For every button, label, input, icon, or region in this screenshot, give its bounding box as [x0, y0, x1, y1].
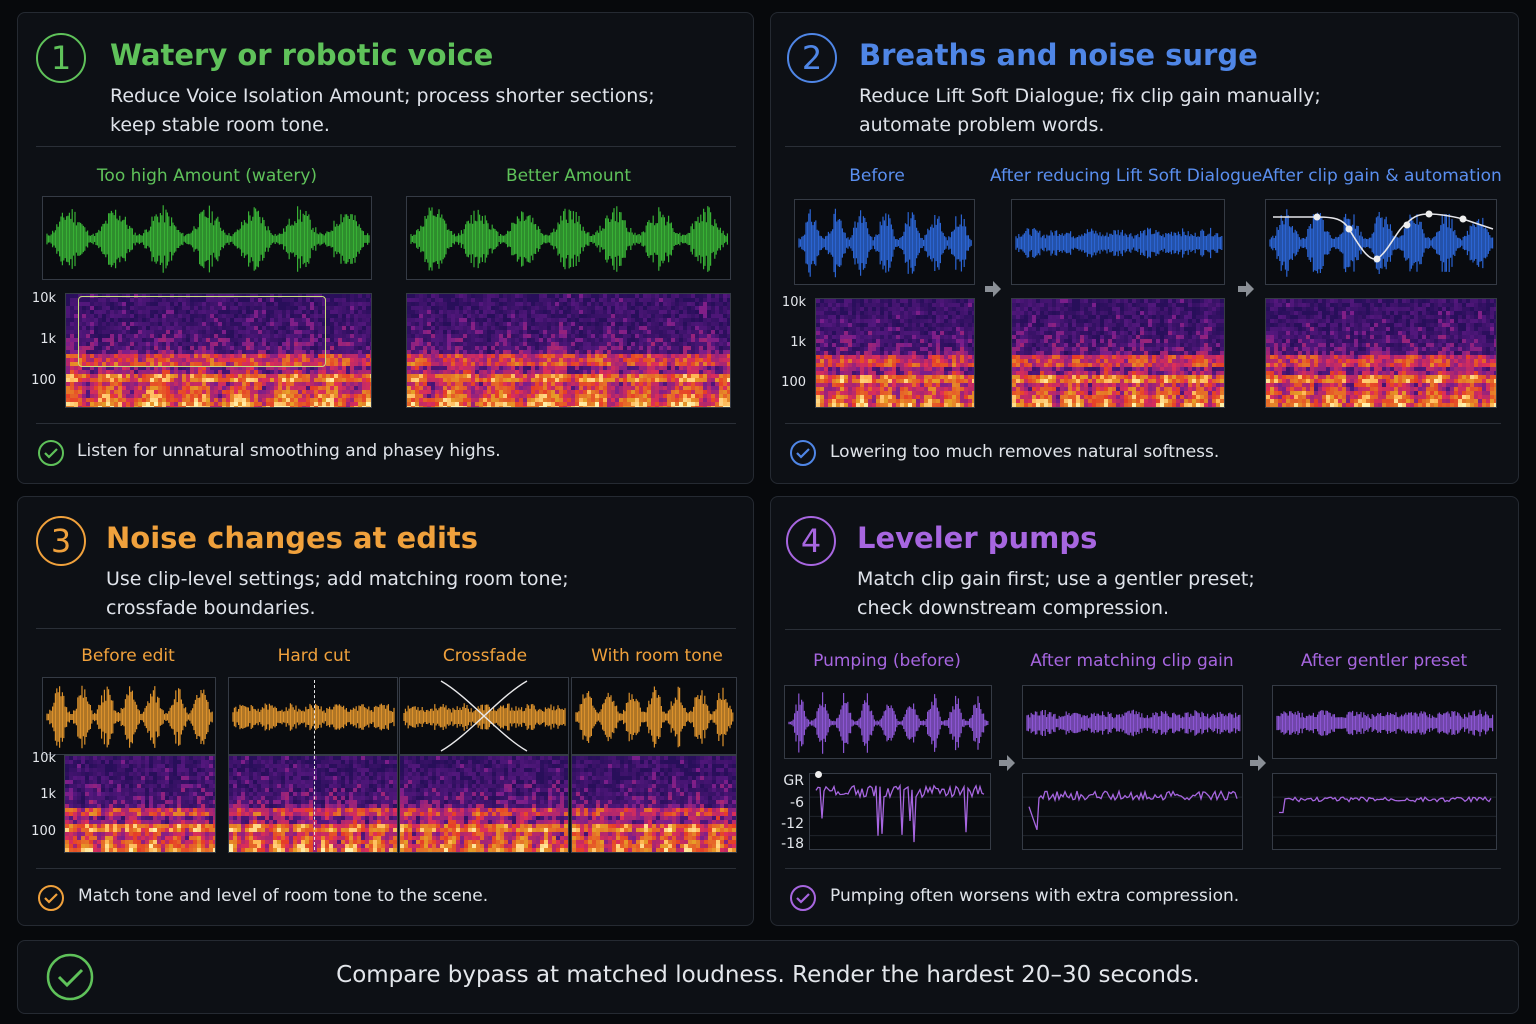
arrow-right-icon [1250, 755, 1266, 771]
panel-4-label-gentler: After gentler preset [1300, 651, 1468, 671]
gain-reduction-gentler [1272, 773, 1497, 850]
waveform-after-lift [1011, 199, 1225, 285]
check-icon [38, 440, 64, 466]
panel-1-number: 1 [36, 33, 86, 83]
panel-1-divider [36, 146, 736, 147]
gain-reduction-matching [1022, 773, 1243, 850]
automation-curve [1273, 210, 1494, 263]
crossfade-curves [440, 680, 528, 752]
panel-3-desc-line-2: crossfade boundaries. [106, 597, 316, 619]
check-icon [38, 885, 64, 911]
spectrogram-too-high [65, 293, 372, 408]
gr-label-18: -18 [781, 836, 804, 852]
footer-banner [17, 940, 1519, 1014]
arrow-right-icon [999, 755, 1015, 771]
spectrogram-better [406, 293, 731, 408]
panel-1-divider-bottom [36, 423, 736, 424]
panel-2-desc-line-1: Reduce Lift Soft Dialogue; fix clip gain… [859, 85, 1321, 107]
panel-4-description: Match clip gain first; use a gentler pre… [857, 565, 1255, 623]
panel-2-number: 2 [787, 33, 837, 83]
spectrogram-before [815, 298, 975, 408]
panel-2-title: Breaths and noise surge [859, 38, 1258, 72]
gr-label-12: -12 [781, 816, 804, 832]
check-icon [790, 440, 816, 466]
panel-2-label-after-lift: After reducing Lift Soft Dialogue [990, 166, 1263, 186]
spectrogram-after-lift [1011, 298, 1225, 408]
waveform-before [794, 199, 975, 285]
spectrogram-crossfade [399, 755, 569, 853]
spectrogram-before-edit [64, 755, 216, 853]
panel-2-divider [785, 146, 1501, 147]
footer-text: Compare bypass at matched loudness. Rend… [336, 962, 1200, 988]
panel-3-label-hard-cut: Hard cut [277, 646, 351, 666]
panel-3-desc-line-1: Use clip-level settings; add matching ro… [106, 568, 569, 590]
panel-4-desc-line-1: Match clip gain first; use a gentler pre… [857, 568, 1255, 590]
panel-3-tip: Match tone and level of room tone to the… [78, 886, 489, 906]
panel-2-tip: Lowering too much removes natural softne… [830, 442, 1220, 462]
panel-1-desc-line-2: keep stable room tone. [110, 114, 330, 136]
waveform-matching [1022, 685, 1243, 759]
freq-label-1k: 1k [790, 335, 806, 350]
waveform-gentler [1272, 685, 1497, 759]
gr-label: GR [783, 773, 804, 789]
waveform-pumping [784, 685, 992, 759]
panel-4-divider-bottom [785, 868, 1501, 869]
panel-1-tip: Listen for unnatural smoothing and phase… [77, 441, 501, 461]
panel-4-number: 4 [786, 516, 836, 566]
panel-1-label-too-high: Too high Amount (watery) [96, 166, 318, 186]
waveform-after-clip [1265, 199, 1497, 285]
panel-3-number: 3 [36, 516, 86, 566]
panel-4-title: Leveler pumps [857, 521, 1098, 555]
gain-reduction-pumping [809, 773, 991, 850]
panel-4-tip: Pumping often worsens with extra compres… [830, 886, 1240, 906]
spectrogram-after-clip [1265, 298, 1497, 408]
panel-4-divider [785, 629, 1501, 630]
waveform-too-high [42, 196, 372, 280]
panel-2-divider-bottom [785, 423, 1501, 424]
arrow-right-icon [1238, 281, 1254, 297]
freq-label-10k: 10k [781, 295, 806, 310]
gr-label-6: -6 [790, 795, 804, 811]
panel-3-description: Use clip-level settings; add matching ro… [106, 565, 569, 623]
panel-3-divider-bottom [36, 868, 736, 869]
panel-3-title: Noise changes at edits [106, 521, 479, 555]
panel-2-description: Reduce Lift Soft Dialogue; fix clip gain… [859, 82, 1321, 140]
freq-label-100: 100 [781, 375, 806, 390]
freq-label-10k: 10k [31, 751, 56, 766]
waveform-before-edit [42, 677, 216, 755]
panel-2-label-after-clip: After clip gain & automation [1262, 166, 1502, 186]
panel-4-label-matching: After matching clip gain [1030, 651, 1234, 671]
check-icon [790, 885, 816, 911]
panel-2-label-before: Before [849, 166, 905, 186]
spectrogram-hard-cut [228, 755, 398, 853]
freq-label-1k: 1k [40, 332, 56, 347]
waveform-hard-cut [228, 677, 398, 755]
panel-1-description: Reduce Voice Isolation Amount; process s… [110, 82, 655, 140]
spectrogram-room-tone [571, 755, 737, 853]
panel-1-title: Watery or robotic voice [110, 38, 494, 72]
waveform-room-tone [571, 677, 737, 755]
gr-marker-dot [815, 771, 822, 778]
freq-label-100: 100 [31, 824, 56, 839]
panel-3-label-before-edit: Before edit [81, 646, 175, 666]
panel-3-divider [36, 628, 736, 629]
panel-3-label-crossfade: Crossfade [442, 646, 528, 666]
panel-2-desc-line-2: automate problem words. [859, 114, 1105, 136]
highlight-box [78, 296, 326, 367]
panel-3-label-room-tone: With room tone [591, 646, 723, 666]
check-icon [46, 953, 94, 1001]
panel-4-label-pumping: Pumping (before) [813, 651, 961, 671]
panel-4-desc-line-2: check downstream compression. [857, 597, 1170, 619]
panel-1-desc-line-1: Reduce Voice Isolation Amount; process s… [110, 85, 655, 107]
freq-label-1k: 1k [40, 787, 56, 802]
panel-1-label-better: Better Amount [505, 166, 632, 186]
freq-label-10k: 10k [31, 291, 56, 306]
cut-line [314, 680, 315, 850]
arrow-right-icon [985, 281, 1001, 297]
freq-label-100: 100 [31, 373, 56, 388]
waveform-better [406, 196, 731, 280]
